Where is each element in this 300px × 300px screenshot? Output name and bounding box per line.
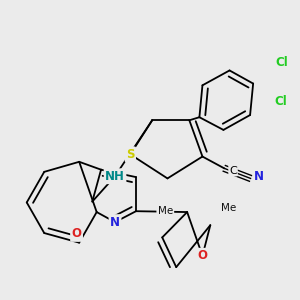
Text: Me: Me [158, 206, 173, 216]
Text: NH: NH [105, 170, 125, 183]
Text: S: S [126, 148, 135, 161]
Text: O: O [197, 249, 208, 262]
Text: N: N [254, 170, 263, 183]
Text: N: N [110, 216, 120, 229]
Text: C: C [229, 166, 237, 176]
Text: Cl: Cl [276, 56, 288, 69]
Text: O: O [72, 227, 82, 240]
Text: Cl: Cl [274, 94, 286, 107]
Text: Me: Me [221, 203, 236, 213]
